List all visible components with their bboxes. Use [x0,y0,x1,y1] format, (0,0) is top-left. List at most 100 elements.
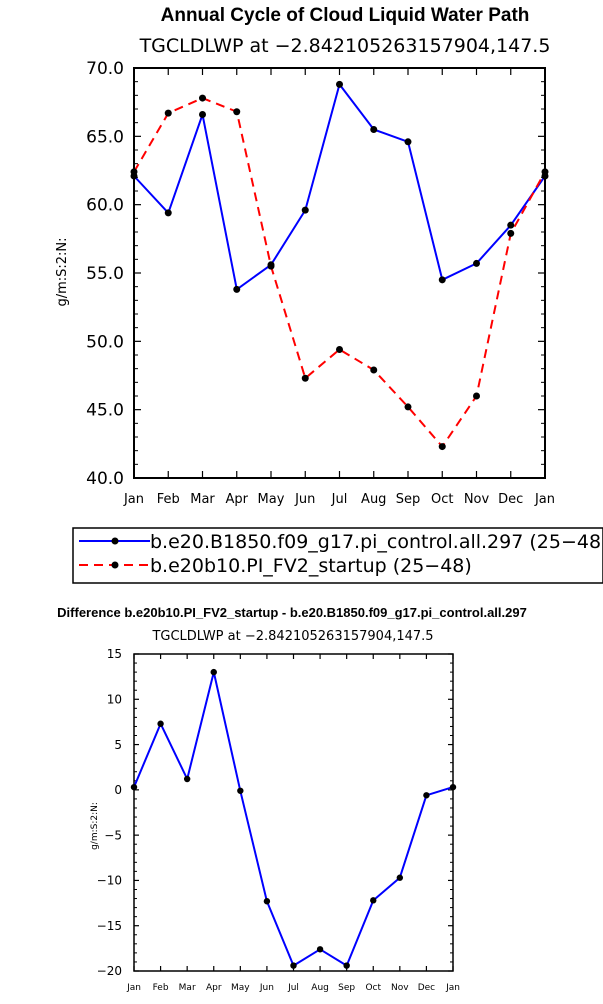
y-tick-label: 15 [107,647,122,661]
series-2-point [507,229,515,237]
series-1-point [449,783,457,791]
y-tick-label: 60.0 [86,196,124,216]
series-1-point [370,897,377,904]
x-tick-label: Jun [294,492,315,507]
series-2-point [301,374,309,382]
chart1-x-tick-labels: Jan Feb Mar Apr May Jun Jul Aug Sep Oct Nov Dec Jan [123,492,555,507]
series-1-point [199,110,206,118]
series-line-2 [133,97,546,448]
chart2-subtitle: TGCLDLWP at −2.842105263157904,147.5 [151,629,433,644]
chart1-series [130,80,549,451]
series-1-point [343,962,350,969]
chart2-y-tick-labels: −20 −15 −10 −5 0 5 10 15 [97,647,122,978]
legend-marker-startup [111,561,119,569]
x-tick-label: Mar [179,983,196,993]
x-tick-label: Mar [190,492,215,507]
y-tick-label: 65.0 [86,127,124,147]
x-tick-label: Jul [331,492,348,507]
chart1-title: Annual Cycle of Cloud Liquid Water Path [161,5,530,26]
x-tick-label: Jan [445,983,460,993]
series-2-point [370,366,378,374]
series-1-point [336,80,343,88]
series-2-point [473,392,480,400]
chart-difference: Difference b.e20b10.PI_FV2_startup - b.e… [57,605,527,993]
x-tick-label: Dec [418,983,435,993]
series-1-point [164,209,172,217]
legend-marker-control [111,537,119,545]
y-tick-label: 55.0 [86,264,124,284]
chart2-ylabel: g/m:S:2:N: [90,802,100,850]
chart1-legend: b.e20.B1850.f09_g17.pi_control.all.297 (… [72,527,603,584]
x-tick-label: Jun [259,983,274,993]
x-tick-label: Apr [206,983,222,993]
x-tick-label: Jan [534,492,555,507]
chart-cloud-lwp: Annual Cycle of Cloud Liquid Water Path … [55,5,603,584]
series-2-point [164,109,172,117]
y-tick-label: 40.0 [86,469,124,489]
y-tick-label: 10 [107,692,122,706]
series-line-1 [133,83,546,291]
series-1-point [370,126,378,133]
y-tick-label: 0 [114,783,122,797]
series-1-point [237,787,244,794]
y-tick-label: −10 [97,874,122,888]
series-1-point [301,206,309,214]
series-1-point [423,792,430,799]
y-tick-label: 50.0 [86,332,124,352]
series-1-point [157,720,164,727]
series-2-point [438,443,446,451]
chart1-ticks [133,67,546,479]
series-line-1 [133,671,454,967]
x-tick-label: Aug [311,983,329,993]
x-tick-label: Aug [361,492,386,507]
y-tick-label: 70.0 [86,59,124,79]
x-tick-label: May [231,983,250,993]
legend-label-control: b.e20.B1850.f09_g17.pi_control.all.297 (… [150,531,603,553]
x-tick-label: Jul [287,983,299,993]
y-tick-label: 45.0 [86,401,124,421]
series-1-point [130,783,138,791]
chart2-plot-frame [133,653,454,972]
series-2-point [267,262,275,270]
x-tick-label: Apr [226,492,249,507]
y-tick-label: 5 [114,738,122,752]
x-tick-label: Nov [391,983,409,993]
x-tick-label: Feb [157,492,180,507]
series-1-point [316,946,324,953]
x-tick-label: Dec [498,492,523,507]
y-tick-label: −20 [97,964,122,978]
y-tick-label: −5 [104,828,122,842]
chart1-legend-box [72,527,603,584]
series-1-point [233,285,241,293]
x-tick-label: Nov [464,492,490,507]
x-tick-label: Jan [123,492,144,507]
x-tick-label: Oct [365,983,381,993]
chart1-subtitle: TGCLDLWP at −2.842105263157904,147.5 [139,35,551,57]
series-1-point [507,221,515,229]
series-2-point [130,168,138,176]
y-tick-label: −15 [97,919,122,933]
series-1-point [183,775,191,783]
chart1-plot-frame [133,67,546,479]
chart2-x-tick-labels: Jan Feb Mar Apr May Jun Jul Aug Sep Oct Nov Dec Jan [126,983,460,993]
chart2-ticks [133,653,454,972]
series-1-point [263,898,271,905]
series-2-point [233,108,241,116]
series-2-point [541,168,549,176]
legend-label-startup: b.e20b10.PI_FV2_startup (25−48) [150,555,472,577]
series-1-point [290,962,297,969]
series-2-point [336,346,343,354]
series-1-point [404,138,412,146]
chart1-y-tick-labels: 40.0 45.0 50.0 55.0 60.0 65.0 70.0 [86,59,124,489]
chart2-series [130,668,457,969]
x-tick-label: Sep [338,983,355,993]
series-1-point [396,874,404,881]
series-1-point [210,668,217,676]
chart2-title: Difference b.e20b10.PI_FV2_startup - b.e… [57,605,527,620]
x-tick-label: May [258,492,285,507]
series-1-point [438,276,446,284]
series-1-point [473,259,480,267]
x-tick-label: Jan [126,983,141,993]
x-tick-label: Oct [431,492,453,507]
